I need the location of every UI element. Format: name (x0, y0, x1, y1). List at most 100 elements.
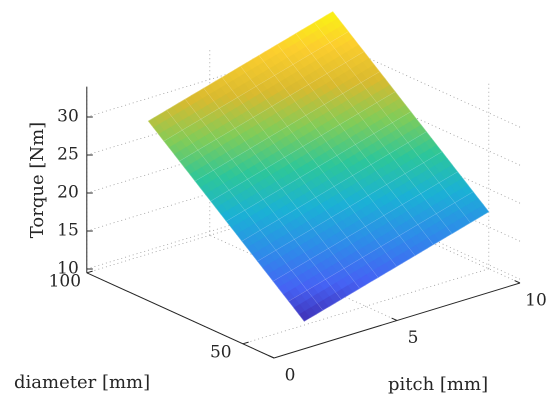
surface-mesh-line (392, 122, 409, 143)
surface-mesh-line (362, 246, 382, 258)
surface-mesh-line (257, 249, 277, 262)
surface-mesh-line (302, 146, 319, 167)
surface-mesh-line (275, 239, 295, 251)
surface-mesh-line (244, 210, 261, 231)
surface-mesh-line (308, 84, 325, 105)
surface-mesh-line (305, 104, 325, 116)
surface-mesh-line (182, 129, 199, 151)
surface-mesh-line (321, 135, 338, 156)
surface-mesh-line (166, 109, 183, 131)
surface-mesh-line (346, 237, 363, 258)
surface-mesh-line (247, 179, 264, 200)
surface-mesh-line (148, 109, 167, 122)
surface-mesh-line (420, 193, 437, 214)
surface-mesh-line (325, 279, 342, 300)
surface-mesh-line (274, 64, 294, 76)
surface-mesh-line (216, 139, 233, 160)
surface-mesh-line (336, 155, 353, 176)
surface-mesh-line (454, 202, 471, 223)
surface-mesh-line (318, 155, 338, 167)
surface-mesh-line (339, 113, 359, 125)
surface-mesh-line (309, 248, 329, 260)
surface-mesh-line (355, 144, 372, 165)
surface-mesh-line (345, 51, 365, 63)
surface-mesh-line (265, 168, 282, 189)
surface-mesh-line (228, 178, 248, 191)
surface-mesh-line (332, 11, 349, 32)
surface-mesh-line (265, 157, 285, 169)
surface-mesh-line (272, 270, 292, 282)
surface-mesh-line (329, 42, 346, 63)
surface-mesh-line (255, 86, 272, 107)
surface-mesh-line (342, 93, 359, 114)
surface-mesh-line (315, 197, 332, 218)
surface-mesh-line (272, 281, 289, 302)
surface-mesh-line (343, 268, 360, 289)
surface-mesh-line (341, 288, 360, 300)
surface-mesh-line (360, 82, 377, 103)
surface-mesh-line (359, 277, 379, 289)
surface-mesh-line (148, 120, 165, 142)
y-tick-label: 50 (210, 342, 232, 362)
surface-mesh-line (328, 248, 345, 269)
surface-mesh-line (395, 91, 411, 112)
surface-mesh-line (402, 204, 418, 225)
surface-mesh-line (271, 106, 288, 127)
surface-mesh-line (291, 259, 311, 271)
surface-mesh-line (299, 166, 319, 178)
surface-mesh-line (360, 71, 380, 83)
surface-mesh-line (377, 266, 397, 278)
surface-mesh-line (277, 33, 297, 45)
z-tick-label: 15 (57, 221, 79, 241)
surface-mesh-line (389, 153, 406, 174)
surface-mesh-line (244, 199, 264, 211)
surface-mesh-line (402, 193, 421, 205)
surface-mesh-line (451, 222, 471, 234)
x-tick-label: 0 (285, 366, 296, 386)
surface-mesh-line (219, 97, 238, 109)
surface-mesh-line (240, 66, 257, 87)
surface-mesh-line (331, 206, 350, 218)
surface-mesh-line (322, 299, 342, 311)
surface-mesh-line (423, 151, 443, 163)
surface-mesh-line (457, 171, 474, 192)
surface-mesh-line (179, 149, 199, 162)
surface-mesh-line (399, 235, 416, 256)
floor-grid-line (242, 268, 489, 345)
surface-mesh-line (200, 119, 217, 140)
surface-mesh-line (368, 184, 387, 196)
surface-mesh-line (294, 228, 314, 240)
surface-mesh-line (203, 77, 223, 89)
surface-mesh-line (333, 186, 350, 207)
surface-mesh-line (226, 209, 245, 222)
surface-mesh-line (383, 215, 400, 236)
surface-mesh-line (221, 66, 241, 78)
surface-mesh-line (258, 44, 278, 56)
surface-mesh-line (253, 106, 272, 118)
surface-mesh-line (210, 200, 227, 222)
surface-mesh-line (194, 169, 214, 182)
surface-mesh-line (213, 158, 233, 171)
surface-mesh-line (284, 157, 301, 178)
surface-mesh-line (210, 189, 230, 202)
surface-mesh-line (342, 82, 362, 94)
surface-mesh-line (368, 195, 384, 216)
surface-mesh-line (297, 197, 316, 209)
surface-mesh-line (221, 77, 238, 98)
surface-mesh-line (226, 221, 243, 242)
surface-mesh-line (163, 129, 183, 142)
surface-mesh-line (363, 51, 380, 72)
surface-mesh-line (325, 268, 345, 280)
x-tick-label: 10 (525, 291, 547, 311)
y-tick-mark (242, 341, 249, 345)
surface-mesh-line (324, 104, 340, 125)
surface-mesh-line (297, 208, 314, 229)
surface-mesh-line (470, 211, 489, 223)
surface-mesh-line (355, 133, 375, 145)
x-tick-label: 5 (408, 328, 419, 348)
surface-mesh-line (386, 184, 403, 205)
z-tick-label: 25 (57, 145, 79, 165)
surface-mesh-line (240, 55, 260, 67)
surface-mesh-line (331, 217, 348, 238)
z-tick-label: 10 (57, 259, 79, 279)
